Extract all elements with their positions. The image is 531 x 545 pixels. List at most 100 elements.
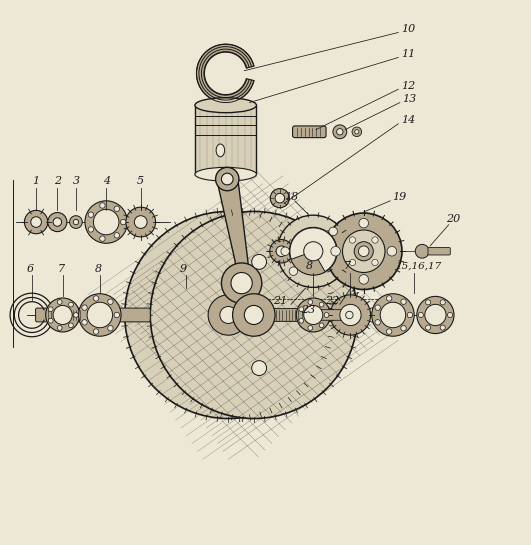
Text: 4: 4 (102, 176, 110, 186)
Circle shape (24, 210, 48, 234)
Circle shape (82, 305, 87, 310)
Circle shape (277, 215, 349, 287)
Circle shape (108, 325, 113, 331)
Circle shape (74, 313, 78, 317)
Circle shape (425, 325, 431, 330)
Circle shape (387, 296, 392, 301)
Text: 23: 23 (301, 305, 315, 315)
Text: 10: 10 (401, 23, 415, 34)
Text: 12: 12 (401, 81, 415, 91)
Circle shape (231, 272, 252, 294)
Text: 20: 20 (446, 214, 460, 223)
Circle shape (372, 237, 378, 243)
Circle shape (289, 227, 337, 275)
Text: 9: 9 (179, 264, 187, 274)
Ellipse shape (216, 144, 225, 157)
Polygon shape (217, 179, 248, 283)
Circle shape (31, 217, 41, 227)
Circle shape (387, 246, 397, 256)
Circle shape (68, 323, 73, 328)
Circle shape (324, 313, 329, 317)
Circle shape (134, 216, 147, 228)
Circle shape (299, 318, 304, 323)
Text: 14: 14 (401, 116, 415, 125)
Circle shape (296, 298, 330, 332)
Circle shape (299, 307, 304, 312)
Text: 3: 3 (72, 176, 80, 186)
Circle shape (289, 267, 298, 275)
Circle shape (375, 319, 380, 325)
Circle shape (304, 241, 323, 261)
Circle shape (359, 219, 369, 228)
Circle shape (340, 304, 361, 325)
Circle shape (93, 209, 119, 235)
Circle shape (418, 312, 423, 318)
Ellipse shape (195, 167, 256, 181)
Text: 13: 13 (402, 94, 417, 104)
Circle shape (252, 302, 267, 317)
Circle shape (114, 312, 119, 318)
Circle shape (270, 189, 289, 208)
Circle shape (88, 212, 93, 217)
Circle shape (48, 318, 53, 323)
Wedge shape (290, 228, 337, 271)
Polygon shape (195, 105, 256, 174)
Text: 15,16,17: 15,16,17 (396, 262, 442, 271)
Text: 21: 21 (273, 296, 287, 306)
Circle shape (252, 361, 267, 376)
FancyBboxPatch shape (36, 308, 150, 322)
Circle shape (319, 302, 324, 307)
Circle shape (326, 213, 402, 289)
Text: 5: 5 (137, 176, 144, 186)
Circle shape (100, 236, 105, 241)
Circle shape (380, 302, 406, 328)
Circle shape (308, 300, 313, 305)
Circle shape (48, 213, 67, 232)
Circle shape (425, 300, 431, 305)
Circle shape (330, 295, 371, 335)
Circle shape (87, 302, 113, 328)
Circle shape (68, 302, 73, 307)
Text: 8: 8 (306, 261, 313, 271)
Circle shape (93, 329, 99, 334)
Circle shape (375, 305, 380, 310)
Circle shape (121, 219, 126, 225)
Circle shape (48, 307, 53, 312)
Circle shape (342, 230, 385, 272)
Circle shape (114, 233, 119, 238)
Circle shape (126, 207, 156, 237)
Circle shape (308, 325, 313, 330)
Circle shape (73, 220, 79, 225)
Text: 7: 7 (57, 264, 65, 274)
Circle shape (276, 246, 287, 257)
Circle shape (70, 216, 82, 228)
Circle shape (407, 312, 413, 318)
Ellipse shape (195, 98, 256, 113)
Circle shape (333, 125, 347, 138)
Circle shape (401, 299, 406, 305)
Circle shape (57, 300, 62, 305)
Circle shape (150, 211, 357, 419)
Circle shape (448, 312, 452, 318)
Circle shape (387, 329, 392, 334)
FancyBboxPatch shape (317, 310, 349, 320)
Text: 18: 18 (284, 192, 298, 202)
Wedge shape (196, 44, 254, 102)
Circle shape (352, 127, 362, 137)
Circle shape (440, 300, 446, 305)
Circle shape (216, 167, 239, 191)
Text: 8: 8 (95, 264, 102, 274)
Circle shape (82, 319, 87, 325)
Text: 7: 7 (343, 261, 350, 271)
Circle shape (53, 218, 62, 226)
Circle shape (349, 259, 356, 266)
Circle shape (425, 304, 446, 325)
Circle shape (359, 275, 369, 284)
Circle shape (372, 294, 414, 336)
Circle shape (208, 295, 249, 335)
Text: 6: 6 (27, 264, 34, 274)
Circle shape (401, 325, 406, 331)
Circle shape (355, 130, 359, 134)
Circle shape (88, 227, 93, 232)
Circle shape (100, 203, 105, 208)
